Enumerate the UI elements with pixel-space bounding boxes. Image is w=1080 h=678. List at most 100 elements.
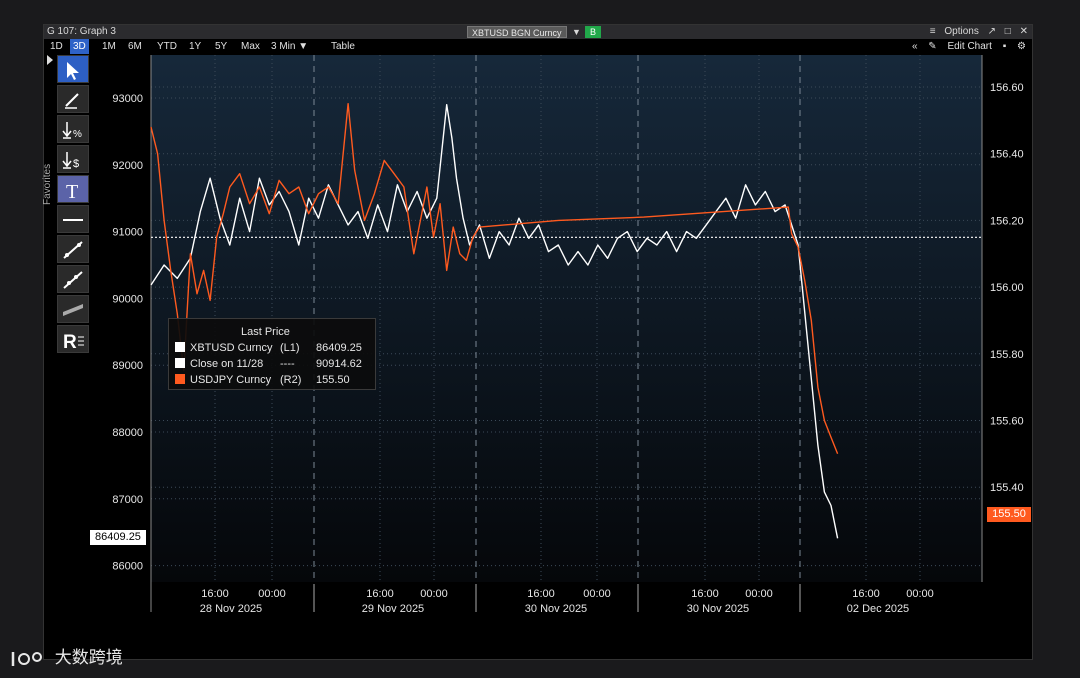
svg-text:$: $ <box>73 158 79 170</box>
x-tick-label: 16:00 <box>366 588 394 600</box>
y-left-tick-label: 86000 <box>112 561 143 573</box>
range-6m[interactable]: 6M <box>128 41 142 52</box>
percent-icon: % <box>62 122 82 140</box>
range-1y[interactable]: 1Y <box>189 41 202 52</box>
legend-series-name: Close on 11/28 <box>190 358 264 370</box>
svg-text:R: R <box>63 332 77 351</box>
save-icon[interactable]: ▪ <box>1002 41 1007 52</box>
x-tick-label: 16:00 <box>852 588 880 600</box>
horizontal-line-icon <box>63 219 83 221</box>
pen-tool[interactable] <box>57 85 89 113</box>
legend-series-name: USDJPY Curncy <box>190 374 272 386</box>
y-left-tick-label: 91000 <box>112 227 143 239</box>
date-label: 30 Nov 2025 <box>687 603 749 615</box>
y-left-tick-label: 88000 <box>112 427 143 439</box>
y-right-tick-label: 156.60 <box>990 82 1024 94</box>
sidebar-expand-icon[interactable] <box>47 55 53 65</box>
x-tick-label: 00:00 <box>906 588 934 600</box>
y-right-tick-label: 155.40 <box>990 482 1024 494</box>
range-max[interactable]: Max <box>241 41 260 52</box>
edit-chart-button[interactable]: ✎ Edit Chart <box>928 41 992 52</box>
y-left-tick-label: 92000 <box>112 160 143 172</box>
x-tick-label: 00:00 <box>745 588 773 600</box>
date-label: 29 Nov 2025 <box>362 603 424 615</box>
close-icon[interactable]: ✕ <box>1019 26 1028 37</box>
legend-row-xbtusd[interactable]: XBTUSD Curncy (L1) 86409.25 <box>175 341 362 355</box>
chart-legend: Last Price XBTUSD Curncy (L1) 86409.25 Clo… <box>168 318 376 390</box>
y-left-tick-label: 89000 <box>112 360 143 372</box>
horizontal-line-tool[interactable] <box>57 205 89 233</box>
range-1d[interactable]: 1D <box>50 41 63 52</box>
legend-swatch <box>175 358 185 368</box>
last-price-tag-left: 86409.25 <box>90 530 146 545</box>
ticker-field[interactable]: XBTUSD BGN Curncy <box>467 26 567 38</box>
x-tick-label: 16:00 <box>527 588 555 600</box>
range-5y[interactable]: 5Y <box>215 41 228 52</box>
drawing-tools: % $ T R <box>57 55 91 355</box>
y-right-tick-label: 155.60 <box>990 416 1024 428</box>
y-right-tick-label: 156.40 <box>990 149 1024 161</box>
range-3d[interactable]: 3D <box>70 39 89 54</box>
regression-tool[interactable]: R <box>57 325 89 353</box>
x-tick-label: 16:00 <box>691 588 719 600</box>
series-line-usdjpy <box>150 103 839 455</box>
options-button[interactable]: Options <box>944 26 979 37</box>
y-right-tick-label: 156.00 <box>990 282 1024 294</box>
popout-icon[interactable]: ↗ <box>987 26 996 37</box>
range-1m[interactable]: 1M <box>102 41 116 52</box>
dollar-icon: $ <box>62 152 79 170</box>
legend-value: 86409.25 <box>316 342 362 354</box>
series-line-xbtusd <box>150 104 839 539</box>
legend-axis: ---- <box>280 358 295 370</box>
legend-series-name: XBTUSD Curncy <box>190 342 273 354</box>
y-left-tick-label: 90000 <box>112 293 143 305</box>
interval-select[interactable]: 3 Min ▼ <box>271 41 309 52</box>
legend-value: 90914.62 <box>316 358 362 370</box>
watermark-logo-icon <box>11 651 42 666</box>
legend-row-close[interactable]: Close on 11/28 ---- 90914.62 <box>175 357 362 371</box>
legend-row-usdjpy[interactable]: USDJPY Curncy (R2) 155.50 <box>175 373 350 387</box>
regression-icon: R <box>63 332 84 351</box>
cursor-tool[interactable] <box>57 55 89 83</box>
x-tick-label: 00:00 <box>583 588 611 600</box>
watermark-text: 大数跨境 <box>54 648 123 667</box>
legend-swatch <box>175 374 185 384</box>
collapse-icon[interactable]: « <box>911 41 918 52</box>
legend-title: Last Price <box>241 326 290 338</box>
text-icon: T <box>66 181 78 201</box>
ticker-badge[interactable]: B <box>585 26 601 38</box>
percent-tool[interactable]: % <box>57 115 89 143</box>
window-title: G 107: Graph 3 <box>47 26 116 37</box>
svg-text:%: % <box>73 129 82 140</box>
maximize-icon[interactable]: □ <box>1004 26 1011 37</box>
y-left-tick-label: 93000 <box>112 93 143 105</box>
legend-axis: (L1) <box>280 342 300 354</box>
ray-tool[interactable] <box>57 265 89 293</box>
channel-icon <box>63 304 83 316</box>
pen-icon <box>65 93 79 109</box>
trendline-tool[interactable] <box>57 235 89 263</box>
x-tick-label: 16:00 <box>201 588 229 600</box>
date-label: 28 Nov 2025 <box>200 603 262 615</box>
toolbar-right: « ✎ Edit Chart ▪ ⚙ <box>904 39 1026 54</box>
title-bar: G 107: Graph 3 XBTUSD BGN Curncy ▼ B ≡ O… <box>44 25 1032 39</box>
range-ytd[interactable]: YTD <box>157 41 177 52</box>
date-label: 02 Dec 2025 <box>847 603 909 615</box>
legend-swatch <box>175 342 185 352</box>
watermark: 大数跨境 <box>10 644 123 672</box>
y-right-tick-label: 156.20 <box>990 215 1024 227</box>
y-right-tick-label: 155.80 <box>990 349 1024 361</box>
text-tool[interactable]: T <box>57 175 89 203</box>
table-button[interactable]: Table <box>331 41 355 52</box>
date-label: 30 Nov 2025 <box>525 603 587 615</box>
legend-value: 155.50 <box>316 374 350 386</box>
trendline-icon <box>63 241 83 259</box>
ticker-dropdown-icon[interactable]: ▼ <box>572 27 581 37</box>
dollar-tool[interactable]: $ <box>57 145 89 173</box>
channel-tool[interactable] <box>57 295 89 323</box>
edit-chart-label: Edit Chart <box>947 41 992 52</box>
x-tick-label: 00:00 <box>420 588 448 600</box>
options-menu-icon[interactable]: ≡ <box>929 26 936 37</box>
settings-icon[interactable]: ⚙ <box>1017 41 1026 52</box>
